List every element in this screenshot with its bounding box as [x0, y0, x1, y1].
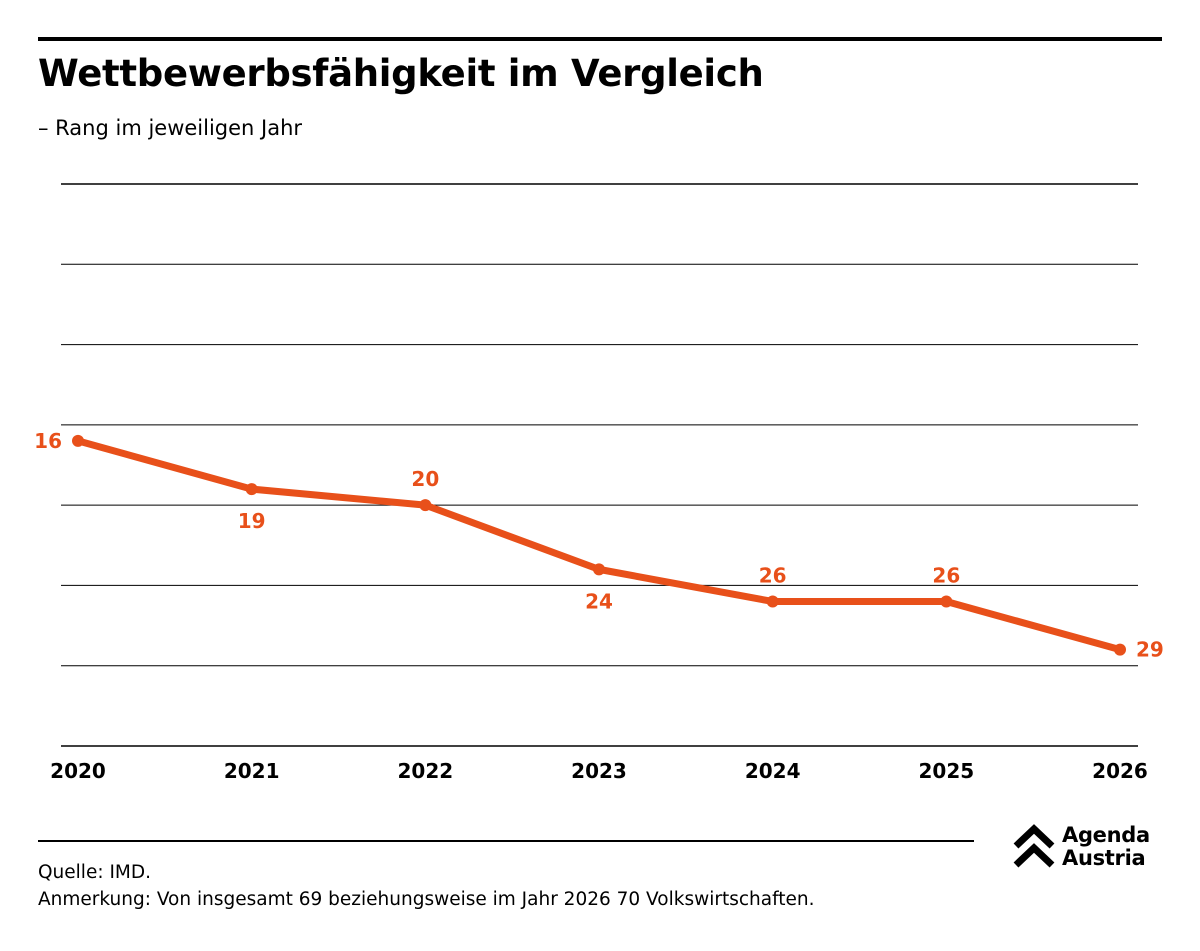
chart-title: Wettbewerbsfähigkeit im Vergleich	[38, 52, 764, 95]
x-tick-label: 2023	[571, 759, 627, 783]
data-labels: 16 19 20 24 26 26 29	[34, 429, 1164, 662]
x-tick-label: 2026	[1092, 759, 1148, 783]
data-points	[72, 434, 1126, 656]
x-tick-label: 2022	[397, 759, 453, 783]
series-line	[74, 437, 1124, 654]
series-line-group	[74, 437, 1124, 654]
data-label: 24	[585, 589, 613, 613]
logo-text-line1: Agenda	[1062, 823, 1150, 847]
data-label: 26	[932, 563, 960, 587]
x-tick-label: 2020	[50, 759, 106, 783]
logo-text: Agenda Austria	[1062, 824, 1150, 870]
data-label: 29	[1136, 638, 1164, 662]
gridlines	[61, 183, 1138, 747]
chevron-up-logo-icon	[1013, 824, 1055, 868]
top-rule	[38, 37, 1162, 41]
data-point	[766, 595, 779, 608]
data-point	[72, 434, 84, 447]
data-point	[245, 483, 258, 496]
logo-text-line2: Austria	[1062, 846, 1146, 870]
x-tick-label: 2021	[224, 759, 280, 783]
remark-note: Anmerkung: Von insgesamt 69 beziehungswe…	[38, 889, 815, 910]
source-note: Quelle: IMD.	[38, 862, 151, 883]
data-point	[1114, 643, 1126, 656]
data-label: 20	[411, 467, 439, 491]
data-label: 19	[238, 509, 266, 533]
footer-rule	[38, 840, 974, 842]
data-point	[940, 595, 953, 608]
data-point	[593, 563, 605, 576]
chart-subtitle: – Rang im jeweiligen Jahr	[38, 116, 303, 140]
data-point	[419, 499, 432, 512]
x-axis-tick-labels: 2020 2021 2022 2023 2024 2025 2026	[50, 759, 1148, 783]
data-label: 16	[34, 429, 62, 453]
x-tick-label: 2025	[918, 759, 974, 783]
agenda-austria-logo: Agenda Austria	[1012, 823, 1164, 871]
x-tick-label: 2024	[745, 759, 801, 783]
data-label: 26	[759, 563, 787, 587]
